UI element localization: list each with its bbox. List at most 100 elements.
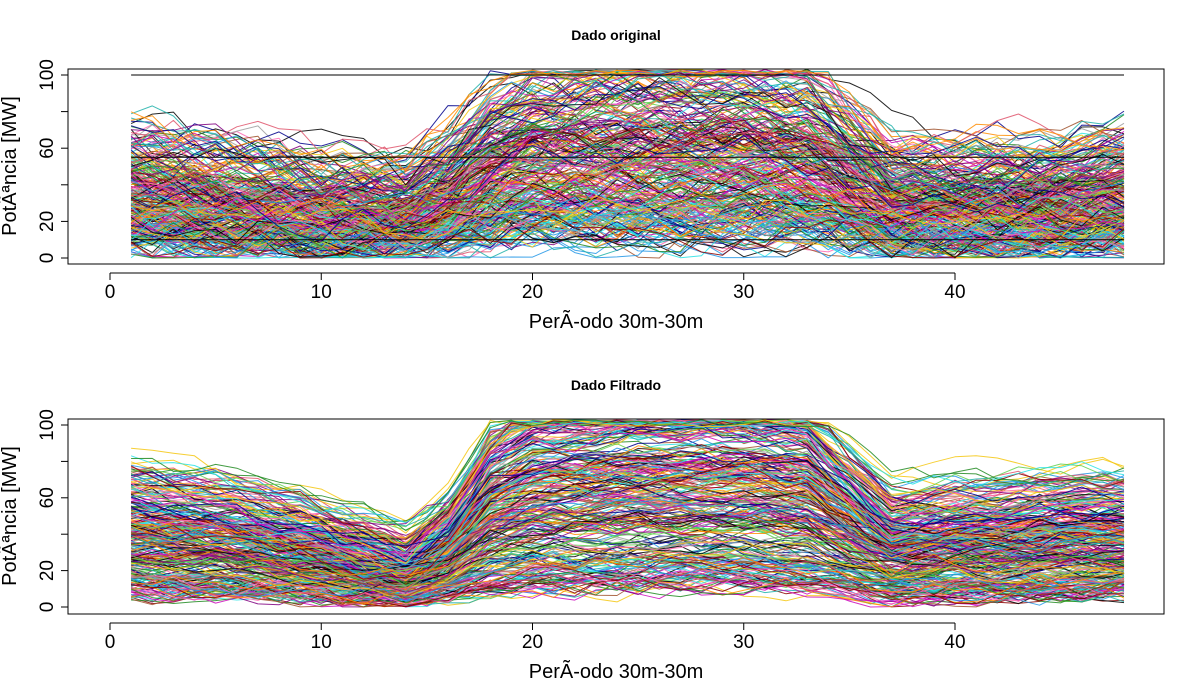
series-line	[130, 112, 1125, 212]
series-line	[131, 432, 1125, 556]
y-axis-label: PotÃªncia [MW]	[0, 446, 21, 586]
axis-ticks: 0 10 20 30 40 0 20 60 100	[37, 59, 966, 303]
y-tick-label: 20	[37, 211, 58, 232]
series-line	[131, 577, 1125, 608]
series-line	[131, 167, 1125, 232]
y-axis-label: PotÃªncia [MW]	[0, 96, 21, 236]
x-tick-label: 30	[733, 282, 754, 303]
series-line	[130, 134, 1125, 242]
series-line	[130, 69, 1125, 173]
y-tick-label: 100	[37, 409, 58, 441]
series-line	[130, 420, 1125, 562]
chart-title: Dado Filtrado	[571, 377, 661, 393]
series-line	[131, 195, 1125, 241]
series-line	[131, 553, 1125, 605]
x-tick-label: 10	[311, 282, 332, 303]
series-line	[130, 69, 1125, 182]
y-tick-label: 100	[37, 59, 58, 91]
series-line	[130, 491, 1125, 571]
series-line	[130, 524, 1125, 587]
series-line	[130, 542, 1125, 596]
series-line	[130, 214, 1125, 259]
series-line	[130, 511, 1125, 571]
series-line	[130, 157, 1125, 230]
y-tick-label: 60	[37, 487, 58, 508]
series-line	[130, 124, 1125, 221]
plot-frame	[67, 68, 1165, 265]
series-line	[130, 419, 1125, 564]
series-lines	[130, 69, 1125, 259]
series-lines	[130, 419, 1125, 608]
series-line	[131, 465, 1125, 571]
series-line	[131, 515, 1125, 593]
series-line	[130, 81, 1125, 199]
series-line	[130, 98, 1125, 199]
series-line	[130, 153, 1125, 244]
series-line	[130, 84, 1125, 198]
series-line	[131, 75, 1125, 203]
series-line	[130, 423, 1125, 553]
x-tick-label: 20	[522, 632, 543, 653]
series-line	[131, 577, 1125, 607]
series-line	[130, 420, 1125, 523]
x-axis-label: PerÃ-odo 30m-30m	[529, 659, 704, 683]
series-line	[131, 117, 1125, 220]
series-line	[131, 80, 1125, 192]
x-tick-label: 40	[944, 282, 965, 303]
series-line	[130, 74, 1125, 189]
series-line	[131, 122, 1125, 217]
series-line	[130, 419, 1125, 523]
series-line	[130, 570, 1125, 608]
series-line	[130, 566, 1125, 603]
x-tick-label: 0	[105, 282, 116, 303]
series-line	[130, 223, 1125, 259]
plot-frame	[67, 418, 1165, 615]
series-line	[130, 521, 1125, 576]
axis-ticks: 0 10 20 30 40 0 20 60 100	[37, 409, 966, 653]
y-tick-label: 20	[37, 560, 58, 581]
series-line	[130, 175, 1125, 243]
series-line	[130, 175, 1125, 259]
series-line	[131, 466, 1125, 569]
y-tick-label: 0	[37, 602, 58, 613]
series-line	[130, 211, 1125, 259]
series-line	[130, 83, 1125, 192]
series-line	[130, 445, 1125, 572]
series-line	[131, 210, 1125, 255]
series-line	[131, 573, 1125, 608]
series-line	[130, 199, 1125, 259]
series-line	[130, 478, 1125, 567]
series-line	[131, 485, 1125, 562]
series-line	[131, 142, 1125, 222]
x-tick-label: 20	[522, 282, 543, 303]
series-line	[131, 501, 1125, 591]
series-line	[130, 71, 1125, 204]
series-line	[130, 77, 1125, 186]
series-line	[130, 455, 1125, 570]
series-line	[130, 479, 1125, 597]
series-line	[131, 186, 1125, 245]
chart-panel-original: Dado original PerÃ-odo 30m-30m PotÃªncia…	[0, 27, 1165, 333]
x-tick-label: 40	[944, 632, 965, 653]
series-line	[131, 138, 1125, 233]
x-tick-label: 0	[105, 632, 116, 653]
series-line	[131, 450, 1125, 547]
series-line	[130, 69, 1125, 186]
series-line	[131, 462, 1125, 580]
x-tick-label: 10	[311, 632, 332, 653]
y-tick-label: 60	[37, 138, 58, 159]
series-line	[130, 182, 1125, 257]
series-line	[130, 471, 1125, 592]
series-line	[131, 419, 1125, 532]
series-line	[131, 536, 1125, 595]
series-line	[130, 70, 1125, 176]
series-line	[130, 93, 1125, 194]
series-line	[130, 552, 1125, 599]
x-axis-label: PerÃ-odo 30m-30m	[529, 309, 704, 333]
series-line	[131, 509, 1125, 586]
series-line	[130, 200, 1125, 256]
y-tick-label: 0	[37, 253, 58, 264]
chart-title: Dado original	[571, 27, 660, 43]
chart-panel-filtered: Dado Filtrado PerÃ-odo 30m-30m PotÃªncia…	[0, 377, 1165, 683]
